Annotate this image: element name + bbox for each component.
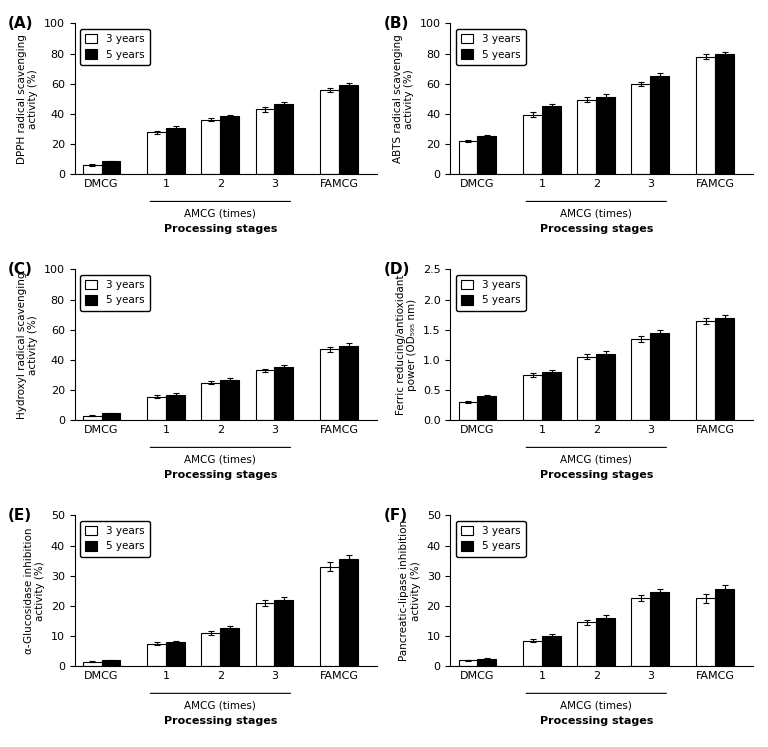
Bar: [715, 589, 734, 666]
Bar: [524, 115, 542, 174]
Bar: [578, 622, 596, 666]
Text: Processing stages: Processing stages: [540, 716, 653, 726]
Bar: [320, 567, 339, 666]
Bar: [83, 165, 101, 174]
Bar: [101, 413, 121, 421]
Bar: [320, 90, 339, 174]
Bar: [220, 628, 240, 666]
Text: (E): (E): [8, 508, 32, 523]
Bar: [524, 640, 542, 666]
Text: AMCG (times): AMCG (times): [561, 701, 632, 711]
Legend: 3 years, 5 years: 3 years, 5 years: [80, 28, 150, 65]
Legend: 3 years, 5 years: 3 years, 5 years: [80, 521, 150, 557]
Bar: [274, 104, 293, 174]
Y-axis label: Ferric reducing/antioxidant
power (OD₅₉₅ nm): Ferric reducing/antioxidant power (OD₅₉₅…: [396, 275, 418, 415]
Text: Processing stages: Processing stages: [164, 716, 277, 726]
Bar: [220, 117, 240, 174]
Bar: [339, 559, 358, 666]
Legend: 3 years, 5 years: 3 years, 5 years: [455, 275, 525, 311]
Bar: [631, 598, 650, 666]
Y-axis label: ABTS radical scavenging
activity (%): ABTS radical scavenging activity (%): [392, 34, 414, 164]
Text: Processing stages: Processing stages: [164, 470, 277, 480]
Bar: [524, 375, 542, 421]
Bar: [339, 347, 358, 421]
Bar: [458, 660, 478, 666]
Bar: [650, 592, 669, 666]
Text: (D): (D): [384, 262, 410, 277]
Text: AMCG (times): AMCG (times): [561, 455, 632, 465]
Bar: [201, 382, 220, 421]
Bar: [167, 642, 185, 666]
Bar: [147, 644, 167, 666]
Bar: [697, 320, 715, 421]
Text: (B): (B): [384, 16, 409, 31]
Bar: [201, 633, 220, 666]
Bar: [147, 132, 167, 174]
Legend: 3 years, 5 years: 3 years, 5 years: [455, 28, 525, 65]
Bar: [542, 636, 561, 666]
Bar: [339, 85, 358, 174]
Text: (F): (F): [384, 508, 408, 523]
Bar: [697, 598, 715, 666]
Y-axis label: α-Glucosidase inhibition
activity (%): α-Glucosidase inhibition activity (%): [24, 527, 45, 654]
Text: AMCG (times): AMCG (times): [561, 209, 632, 219]
Text: AMCG (times): AMCG (times): [184, 209, 257, 219]
Bar: [596, 618, 615, 666]
Y-axis label: Hydroxyl radical scavenging
activity (%): Hydroxyl radical scavenging activity (%): [17, 271, 38, 418]
Bar: [631, 84, 650, 174]
Bar: [458, 141, 478, 174]
Bar: [542, 372, 561, 421]
Bar: [147, 397, 167, 421]
Bar: [715, 317, 734, 421]
Y-axis label: Pancreatic-lipase inhibition
activity (%): Pancreatic-lipase inhibition activity (%…: [399, 520, 421, 661]
Bar: [83, 662, 101, 666]
Bar: [256, 109, 274, 174]
Bar: [83, 415, 101, 421]
Bar: [697, 57, 715, 174]
Bar: [596, 354, 615, 421]
Text: (A): (A): [8, 16, 34, 31]
Bar: [578, 99, 596, 174]
Bar: [201, 120, 220, 174]
Bar: [631, 339, 650, 421]
Bar: [274, 367, 293, 421]
Bar: [650, 76, 669, 174]
Bar: [220, 379, 240, 421]
Bar: [650, 332, 669, 421]
Bar: [320, 350, 339, 421]
Text: Processing stages: Processing stages: [540, 224, 653, 234]
Text: (C): (C): [8, 262, 33, 277]
Bar: [274, 600, 293, 666]
Bar: [256, 603, 274, 666]
Legend: 3 years, 5 years: 3 years, 5 years: [455, 521, 525, 557]
Bar: [478, 396, 496, 421]
Bar: [715, 55, 734, 174]
Text: Processing stages: Processing stages: [164, 224, 277, 234]
Bar: [478, 136, 496, 174]
Bar: [167, 394, 185, 421]
Y-axis label: DPPH radical scavenging
activity (%): DPPH radical scavenging activity (%): [17, 34, 38, 164]
Bar: [542, 106, 561, 174]
Bar: [101, 660, 121, 666]
Bar: [167, 128, 185, 174]
Text: AMCG (times): AMCG (times): [184, 701, 257, 711]
Legend: 3 years, 5 years: 3 years, 5 years: [80, 275, 150, 311]
Bar: [578, 357, 596, 421]
Bar: [478, 659, 496, 666]
Bar: [256, 371, 274, 421]
Bar: [458, 402, 478, 421]
Text: AMCG (times): AMCG (times): [184, 455, 257, 465]
Bar: [596, 96, 615, 174]
Text: Processing stages: Processing stages: [540, 470, 653, 480]
Bar: [101, 161, 121, 174]
